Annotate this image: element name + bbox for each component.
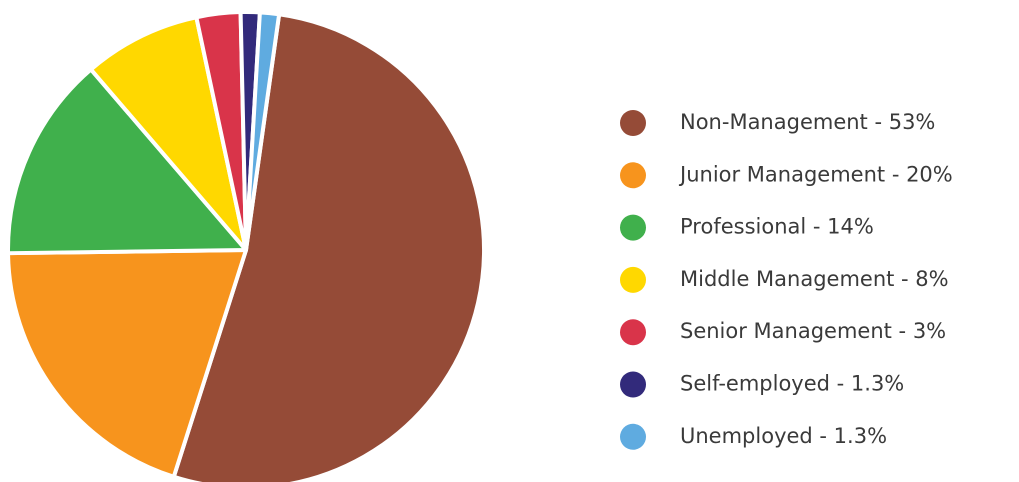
legend-label: Professional - 14% xyxy=(680,215,874,239)
legend-swatch xyxy=(620,162,646,189)
legend-label: Self-employed - 1.3% xyxy=(680,372,904,396)
pie-slice xyxy=(6,248,248,479)
legend-label: Non-Management - 53% xyxy=(680,110,935,134)
pie-slice xyxy=(171,12,486,482)
legend-swatch xyxy=(620,214,646,241)
legend-label: Junior Management - 20% xyxy=(678,162,953,186)
legend-label: Middle Management - 8% xyxy=(680,267,949,291)
pie-slice xyxy=(244,10,282,252)
legend-swatch xyxy=(620,266,646,293)
legend-swatch xyxy=(620,371,646,398)
legend-swatch xyxy=(620,423,646,450)
legend-label: Senior Management - 3% xyxy=(680,319,946,343)
pie-slice xyxy=(6,67,248,256)
legend-swatch xyxy=(620,110,646,136)
legend-swatch xyxy=(620,319,646,346)
legend-label: Unemployed - 1.3% xyxy=(680,424,887,448)
